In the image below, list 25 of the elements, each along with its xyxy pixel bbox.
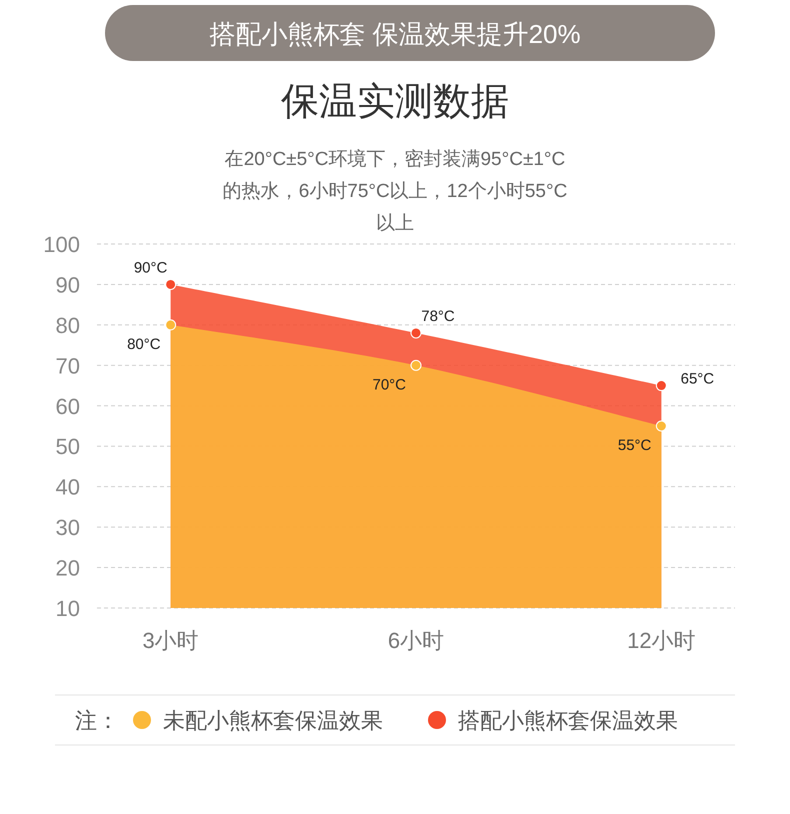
y-tick-label: 70 <box>56 353 80 378</box>
legend-title: 注： <box>75 708 119 733</box>
data-label: 70°C <box>372 376 406 394</box>
y-tick-label: 50 <box>56 434 80 460</box>
y-tick-label: 100 <box>43 232 80 257</box>
x-tick-label: 12小时 <box>627 628 696 653</box>
chart-title: 保温实测数据 <box>281 81 509 123</box>
x-tick-label: 3小时 <box>142 628 199 653</box>
y-tick-label: 80 <box>56 312 80 338</box>
x-tick-label: 6小时 <box>388 628 444 653</box>
y-tick-label: 40 <box>56 474 80 500</box>
text: 搭配小熊杯套 保温效果提升20% <box>209 19 581 49</box>
legend-label: 搭配小熊杯套保温效果 <box>458 708 678 733</box>
data-label: 90°C <box>134 259 168 276</box>
data-label: 80°C <box>127 336 161 353</box>
data-label: 65°C <box>680 370 714 388</box>
y-tick-label: 60 <box>56 394 80 419</box>
data-label: 55°C <box>618 437 652 454</box>
chart-subtitle: 在20°C±5°C环境下，密封装满95°C±1°C的热水，6小时75°C以上，12个小时55°C以上 <box>222 148 568 234</box>
y-tick-label: 90 <box>56 272 80 298</box>
y-tick-label: 20 <box>56 556 80 581</box>
legend-label: 未配小熊杯套保温效果 <box>163 708 383 733</box>
y-tick-label: 30 <box>56 515 80 540</box>
data-label: 78°C <box>421 308 455 325</box>
y-tick-label: 10 <box>56 596 80 621</box>
